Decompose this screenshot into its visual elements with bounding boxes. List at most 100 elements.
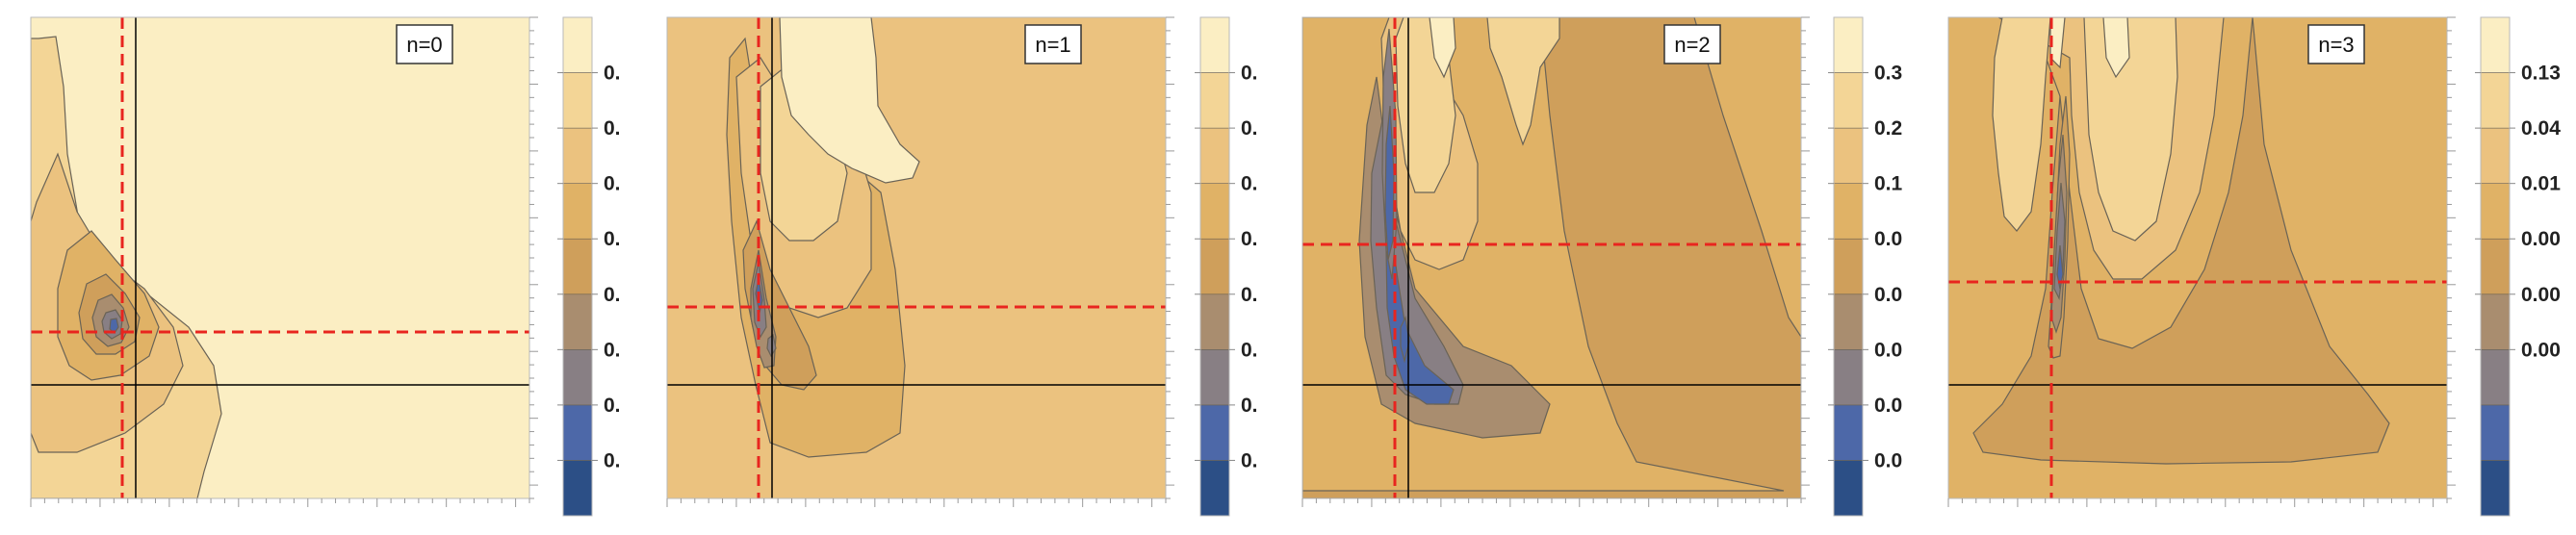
colorbar-tick-label: 0.0 [1874, 228, 1902, 250]
colorbar-tick-label: 0.0 [1874, 449, 1902, 471]
colorbar-segment [2480, 127, 2511, 184]
contour-level-4 [1992, 17, 2051, 232]
colorbar-tick-label: 0.00 [2521, 284, 2561, 306]
colorbar-segment [562, 72, 593, 129]
colorbar-segment [2480, 404, 2511, 461]
colorbar-tick-label: 0. [1241, 173, 1258, 195]
colorbar: 0.3 0.2 0.1 0.0 0.0 0.0 0.0 0.0 [1828, 16, 1903, 517]
colorbar-tick-label: 0. [1241, 284, 1258, 306]
contour-level-6 [2102, 17, 2130, 79]
colorbar-tick-label: 0.00 [2521, 339, 2561, 361]
axis-ticks [1947, 16, 2456, 507]
colorbar-segment [1199, 349, 1230, 406]
colorbar-segment [1833, 16, 1864, 73]
contour-level-7 [109, 318, 119, 334]
colorbar-segment [2480, 460, 2511, 517]
colorbar-tick-label: 0. [1241, 63, 1258, 85]
colorbar-segment [562, 127, 593, 184]
colorbar: 0. 0. 0. 0. 0. 0. 0. 0. [1195, 16, 1258, 517]
colorbar-frame [2480, 16, 2511, 517]
colorbar: 0.13 0.04 0.01 0.00 0.00 0.00 [2475, 16, 2561, 517]
colorbar-tick-label: 0. [604, 173, 621, 195]
colorbar-segment [1199, 460, 1230, 517]
colorbar-segment [1199, 293, 1230, 350]
colorbar-segment [2480, 16, 2511, 73]
contour-level-8 [1429, 17, 1456, 79]
contour-level-11 [2056, 244, 2064, 290]
panel-n1: n=1 0. 0. 0. 0. 0. 0. 0. 0. [666, 16, 1258, 517]
colorbar-segment [1833, 349, 1864, 406]
colorbar-segment [2480, 72, 2511, 129]
colorbar-tick-label: 0.04 [2521, 117, 2561, 140]
colorbar-tick-label: 0.13 [2521, 63, 2561, 85]
colorbar-frame [1833, 16, 1864, 517]
colorbar-segment [1199, 72, 1230, 129]
colorbar-segment [1199, 127, 1230, 184]
colorbar-segment [2480, 238, 2511, 295]
colorbar-tick-label: 0.0 [1874, 339, 1902, 361]
colorbar-segment [1833, 72, 1864, 129]
panel-label-box: n=3 [2307, 24, 2365, 64]
colorbar-segment [1833, 293, 1864, 350]
contour-level-4 [779, 17, 920, 184]
colorbar-tick-label: 0.0 [1874, 395, 1902, 417]
contour-level-9 [1486, 17, 1560, 146]
colorbar-segment [1833, 127, 1864, 184]
colorbar-tick-label: 0. [604, 339, 621, 361]
contour-fills [1302, 17, 1801, 498]
colorbar-segment [2480, 183, 2511, 240]
colorbar-tick-label: 0. [1241, 228, 1258, 250]
colorbar-segment [2480, 293, 2511, 350]
axis-ticks [1301, 16, 1810, 507]
contour-fills [31, 36, 222, 498]
panel-label: n=2 [1674, 33, 1710, 57]
contour-level-11 [1384, 105, 1395, 261]
colorbar-tick-label: 0. [604, 117, 621, 140]
panel-label-box: n=0 [396, 24, 453, 64]
colorbar-tick-label: 0. [604, 395, 621, 417]
panel-label: n=0 [406, 33, 442, 57]
colorbar-segment [562, 460, 593, 517]
colorbar-segment [2480, 349, 2511, 406]
colorbar-tick-label: 0.2 [1874, 117, 1902, 140]
colorbar-tick-label: 0.1 [1874, 173, 1903, 195]
colorbar-tick-label: 0.3 [1874, 63, 1902, 85]
colorbar-segment [1199, 183, 1230, 240]
colorbar-tick-label: 0. [1241, 395, 1258, 417]
colorbar-segment [562, 349, 593, 406]
colorbar-segment [562, 293, 593, 350]
panel-n2: n=2 0.3 0.2 0.1 0.0 0.0 0.0 0.0 0.0 [1301, 16, 1903, 517]
colorbar-segment [1833, 238, 1864, 295]
colorbar-frame [1199, 16, 1230, 517]
colorbar-tick-label: 0. [604, 449, 621, 471]
colorbar-tick-label: 0. [1241, 339, 1258, 361]
axis-ticks [30, 16, 538, 507]
colorbar-segment [562, 238, 593, 295]
colorbar-segment [562, 183, 593, 240]
colorbar-segment [1199, 16, 1230, 73]
colorbar-tick-label: 0. [604, 228, 621, 250]
colorbar-tick-label: 0. [604, 63, 621, 85]
colorbar-segment [1833, 460, 1864, 517]
panel-n0: n=0 0. 0. 0. 0. 0. 0. 0. 0. [30, 16, 621, 517]
contour-level-12 [1400, 316, 1410, 364]
colorbar-tick-label: 0. [1241, 449, 1258, 471]
colorbar-segment [1833, 183, 1864, 240]
colorbar-tick-label: 0. [604, 284, 621, 306]
panel-label-box: n=1 [1024, 24, 1082, 64]
colorbar-segment [1199, 404, 1230, 461]
colorbar-tick-label: 0.01 [2521, 173, 2561, 195]
colorbar-frame [562, 16, 593, 517]
colorbar-segment [562, 404, 593, 461]
contour-level-5 [2083, 17, 2178, 242]
colorbar-segment [562, 16, 593, 73]
axis-ticks [666, 16, 1174, 507]
colorbar-segment [1199, 238, 1230, 295]
colorbar-segment [1833, 404, 1864, 461]
panel-label: n=3 [2318, 33, 2354, 57]
panel-n3: n=3 0.13 0.04 0.01 0.00 0.00 0.00 [1947, 16, 2561, 517]
contour-level-5 [1385, 230, 1455, 405]
panel-label-box: n=2 [1663, 24, 1721, 64]
panel-label: n=1 [1035, 33, 1070, 57]
